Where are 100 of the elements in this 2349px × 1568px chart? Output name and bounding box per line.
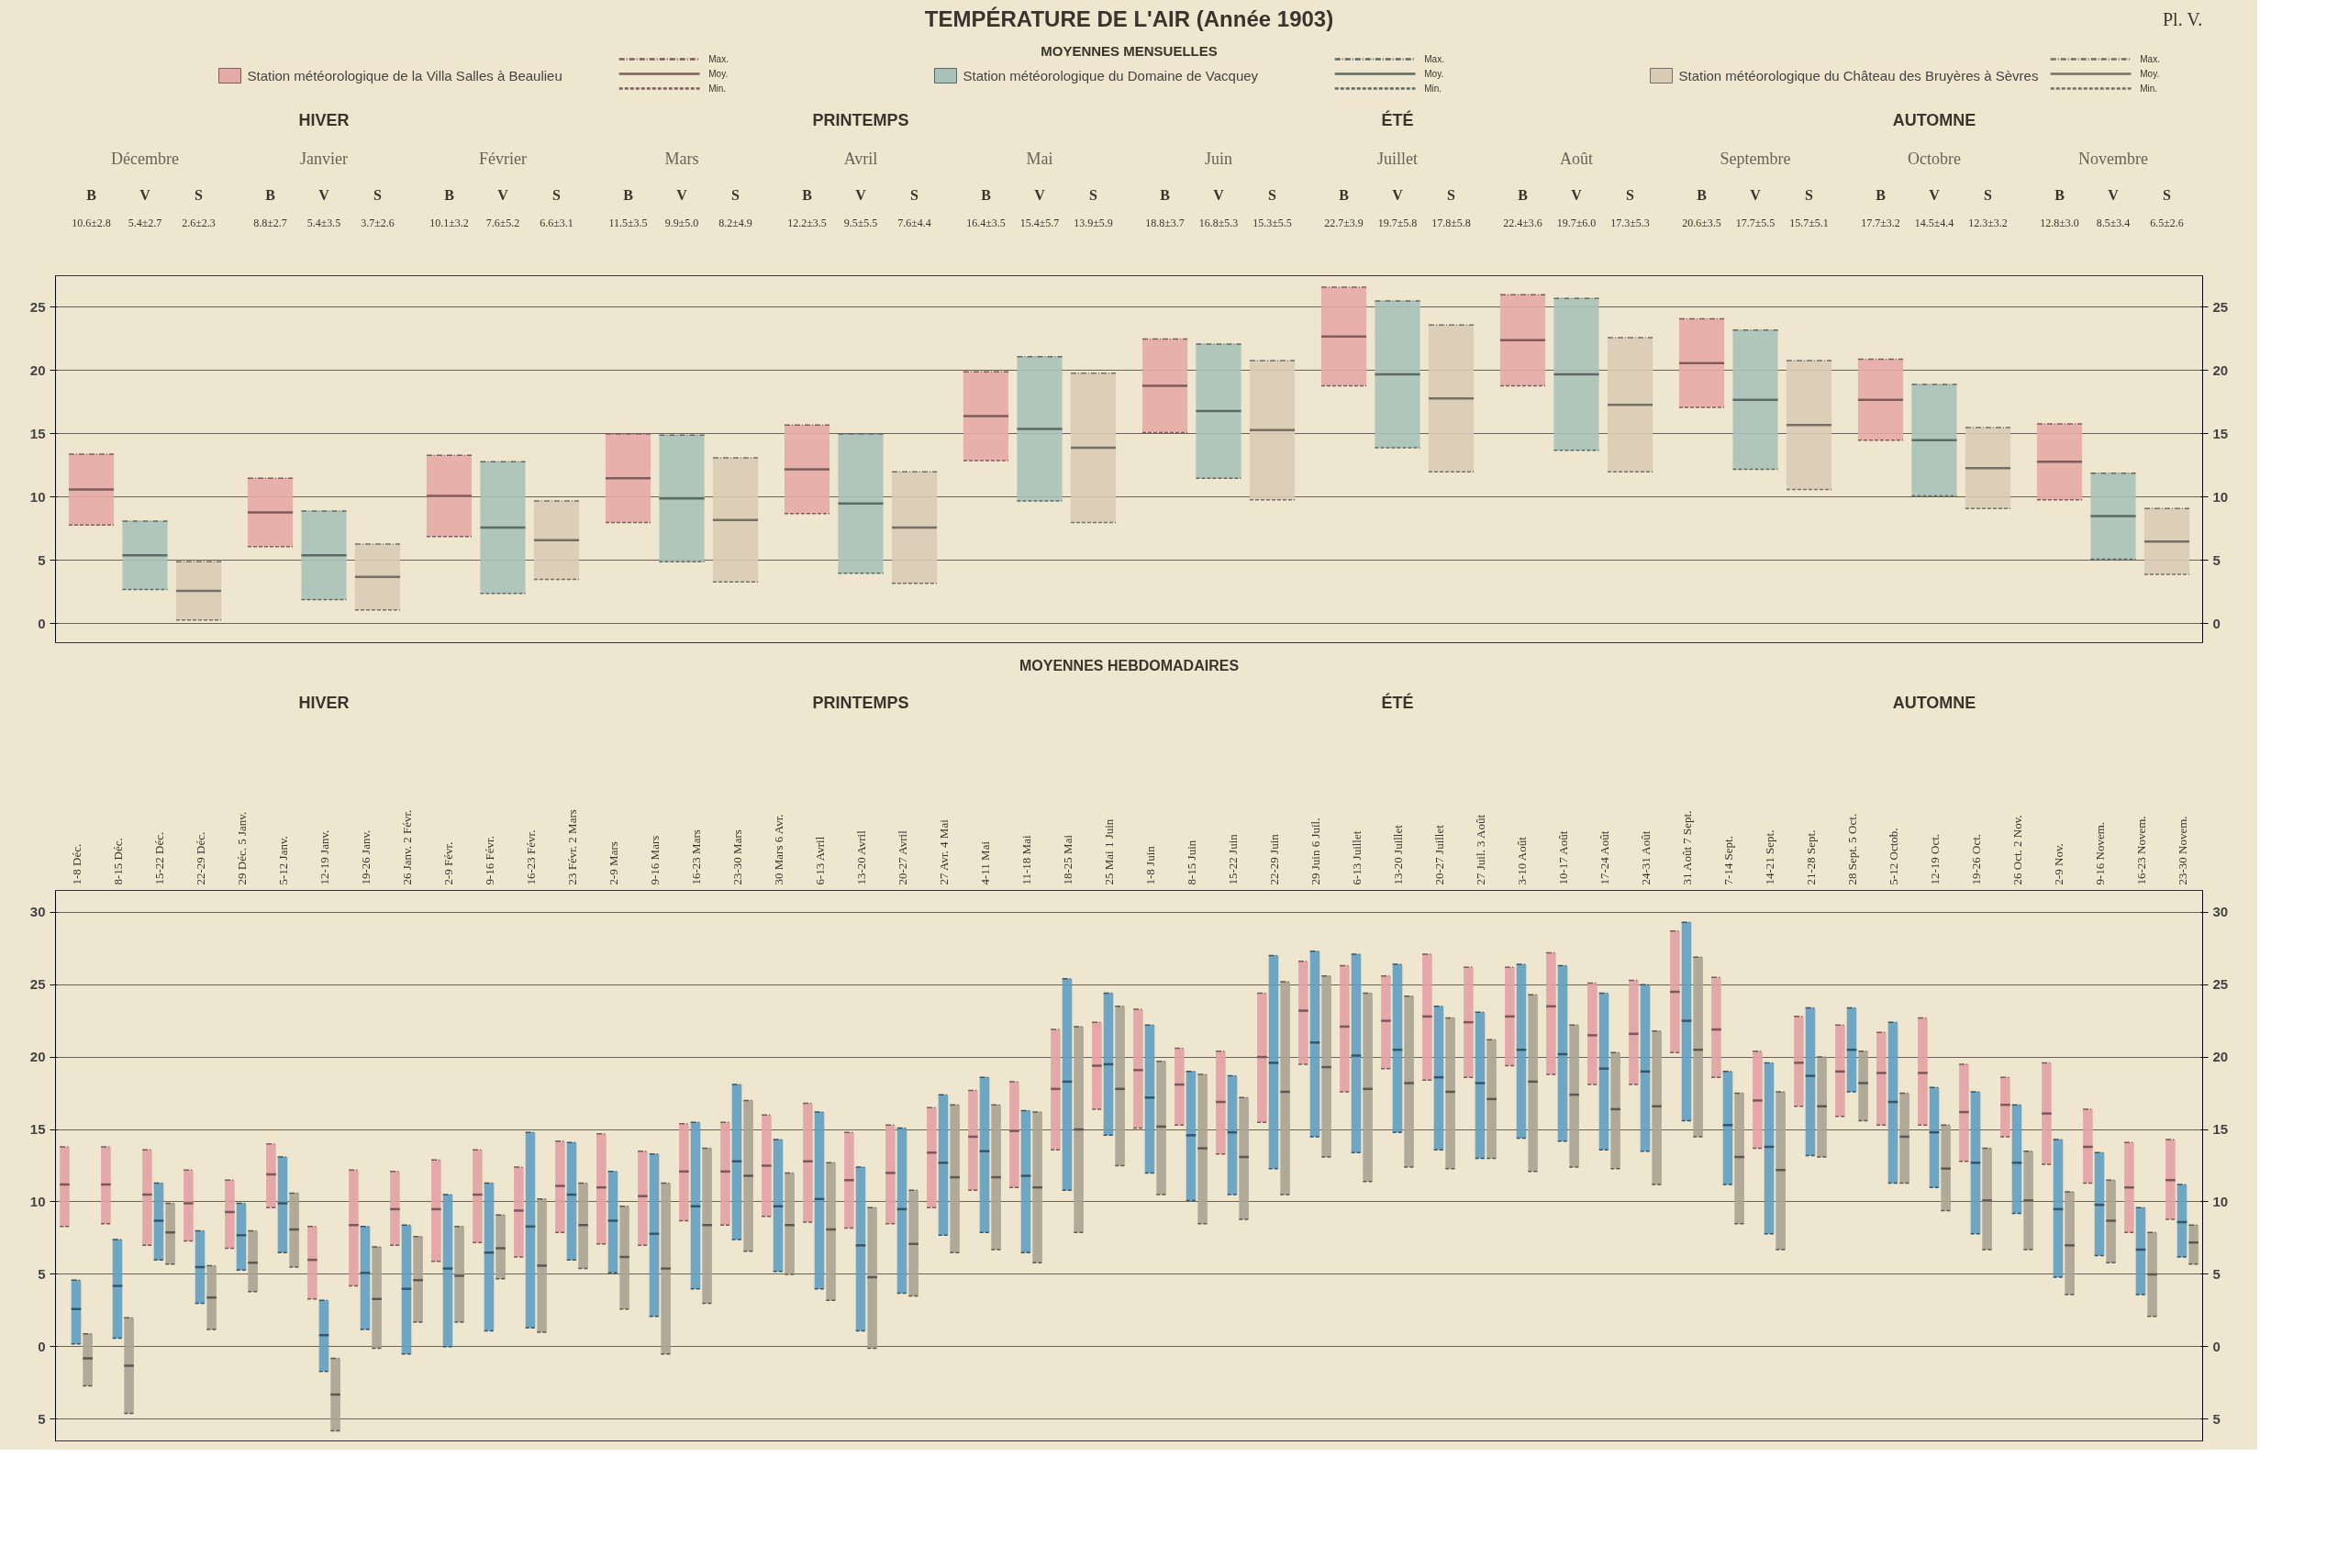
y-tick-label: 20 bbox=[29, 361, 46, 378]
x-tick-label: 2-9 Nov. bbox=[2051, 843, 2065, 885]
x-tick-label: 13-20 Avril bbox=[853, 829, 868, 885]
x-tick-label: 29 Déc. 5 Janv. bbox=[234, 811, 249, 885]
x-tick-label: 20-27 Avril bbox=[895, 829, 909, 885]
y-tick-label: 25 bbox=[29, 976, 46, 993]
text: B bbox=[981, 187, 991, 203]
text: B bbox=[802, 187, 812, 203]
text: B bbox=[1518, 187, 1528, 203]
text: 17.7±3.2 bbox=[1861, 216, 1900, 229]
text: S bbox=[1805, 187, 1813, 203]
x-tick-label: 1-8 Déc. bbox=[69, 843, 83, 885]
text: Pl. V. bbox=[2162, 8, 2203, 29]
text: 3.7±2.6 bbox=[361, 216, 395, 229]
x-tick-label: Août bbox=[1560, 149, 1593, 168]
text: Min. bbox=[708, 83, 727, 94]
text: 7.6±5.2 bbox=[485, 216, 520, 229]
text: V bbox=[318, 187, 329, 203]
text: 6.5±2.6 bbox=[2150, 216, 2184, 229]
x-tick-label: 5-12 Octob. bbox=[1886, 828, 1900, 885]
text: B bbox=[265, 187, 275, 203]
text: B bbox=[1697, 187, 1707, 203]
text: V bbox=[1929, 187, 1940, 203]
x-tick-label: 27 Juil. 3 Août bbox=[1473, 814, 1487, 885]
text: B bbox=[1339, 187, 1349, 203]
text: V bbox=[1750, 187, 1761, 203]
x-tick-label: Juillet bbox=[1377, 149, 1418, 168]
text: 14.5±4.4 bbox=[1914, 216, 1954, 229]
y-tick-label: 0 bbox=[38, 1338, 46, 1354]
text: Moy. bbox=[1424, 69, 1444, 79]
x-tick-label: Novembre bbox=[2078, 149, 2148, 168]
y2-tick-label: 20 bbox=[2212, 361, 2229, 378]
text: 10.6±2.8 bbox=[72, 216, 111, 229]
y-tick-label: 5 bbox=[38, 1265, 46, 1282]
y-tick-label: 10 bbox=[29, 488, 46, 505]
text: 8.2±4.9 bbox=[718, 216, 752, 229]
x-tick-label: 23 Févr. 2 Mars bbox=[564, 809, 579, 885]
text: 5.4±3.5 bbox=[306, 216, 341, 229]
y-tick-label: 5 bbox=[38, 551, 46, 568]
x-tick-label: 21-28 Sept. bbox=[1803, 829, 1818, 885]
text: 19.7±5.8 bbox=[1377, 216, 1418, 229]
text: 12.2±3.5 bbox=[787, 216, 827, 229]
text: 22.7±3.9 bbox=[1324, 216, 1364, 229]
y2-tick-label: 25 bbox=[2212, 298, 2229, 315]
x-tick-label: 26 Janv. 2 Févr. bbox=[399, 809, 414, 885]
x-tick-label: Mai bbox=[1026, 149, 1053, 168]
x-tick-label: 13-20 Juillet bbox=[1390, 824, 1405, 885]
x-tick-label: 6-13 Juillet bbox=[1349, 830, 1364, 885]
text: 8.5±3.4 bbox=[2096, 216, 2131, 229]
text: 19.7±6.0 bbox=[1556, 216, 1597, 229]
text: 20.6±3.5 bbox=[1682, 216, 1721, 229]
text: B bbox=[1160, 187, 1170, 203]
text: 17.7±5.5 bbox=[1735, 216, 1776, 229]
text: V bbox=[1571, 187, 1582, 203]
chart-subtitle: MOYENNES MENSUELLES bbox=[1041, 43, 1218, 59]
y-tick-label: 0 bbox=[38, 615, 46, 631]
text: 5.4±2.7 bbox=[128, 216, 162, 229]
y2-tick-label: 0 bbox=[2212, 615, 2221, 631]
x-tick-label: 2-9 Mars bbox=[606, 841, 620, 885]
text: S bbox=[552, 187, 561, 203]
text: B bbox=[444, 187, 454, 203]
x-tick-label: 25 Mai 1 Juin bbox=[1101, 818, 1116, 885]
text: PRINTEMPS bbox=[812, 693, 909, 712]
text: B bbox=[1876, 187, 1886, 203]
y2-tick-label: 10 bbox=[2212, 1193, 2229, 1209]
text: 10.1±3.2 bbox=[429, 216, 469, 229]
x-tick-label: 8-15 Déc. bbox=[110, 838, 125, 885]
x-tick-label: 16-23 Mars bbox=[688, 829, 703, 885]
y-tick-label: 30 bbox=[29, 904, 46, 920]
y-tick-label: 15 bbox=[29, 425, 46, 441]
x-tick-label: Avril bbox=[843, 149, 878, 168]
text: Min. bbox=[1424, 83, 1442, 94]
x-tick-label: 30 Mars 6 Avr. bbox=[771, 814, 785, 885]
y2-tick-label: 10 bbox=[2212, 488, 2229, 505]
text: 13.9±5.9 bbox=[1074, 216, 1113, 229]
x-tick-label: Février bbox=[479, 149, 527, 168]
text: 16.4±3.5 bbox=[966, 216, 1006, 229]
text: S bbox=[731, 187, 740, 203]
text: 12.3±3.2 bbox=[1968, 216, 2008, 229]
text: Moy. bbox=[708, 69, 729, 79]
x-tick-label: 7-14 Sept. bbox=[1720, 836, 1735, 885]
text: S bbox=[1089, 187, 1097, 203]
text: 9.5±5.5 bbox=[843, 216, 878, 229]
x-tick-label: 9-16 Novem. bbox=[2092, 821, 2107, 885]
legend-label: Station météorologique du Château des Bruyères à Sèvres bbox=[1678, 67, 2039, 83]
text: 2.6±2.3 bbox=[182, 216, 216, 229]
x-tick-label: 16-23 Novem. bbox=[2133, 816, 2148, 885]
x-tick-label: 16-23 Févr. bbox=[523, 829, 538, 885]
x-tick-label: 14-21 Sept. bbox=[1762, 829, 1776, 885]
x-tick-label: 6-13 Avril bbox=[812, 836, 827, 885]
text: S bbox=[910, 187, 918, 203]
x-tick-label: 28 Sept. 5 Oct. bbox=[1844, 813, 1859, 885]
x-tick-label: 29 Juin 6 Juil. bbox=[1308, 817, 1322, 885]
text: S bbox=[373, 187, 382, 203]
text: B bbox=[623, 187, 633, 203]
x-tick-label: 3-10 Août bbox=[1514, 836, 1529, 885]
x-tick-label: Mars bbox=[664, 149, 699, 168]
text: HIVER bbox=[298, 110, 350, 129]
x-tick-label: Octobre bbox=[1908, 149, 1961, 168]
x-tick-label: 4-11 Mai bbox=[977, 840, 992, 885]
